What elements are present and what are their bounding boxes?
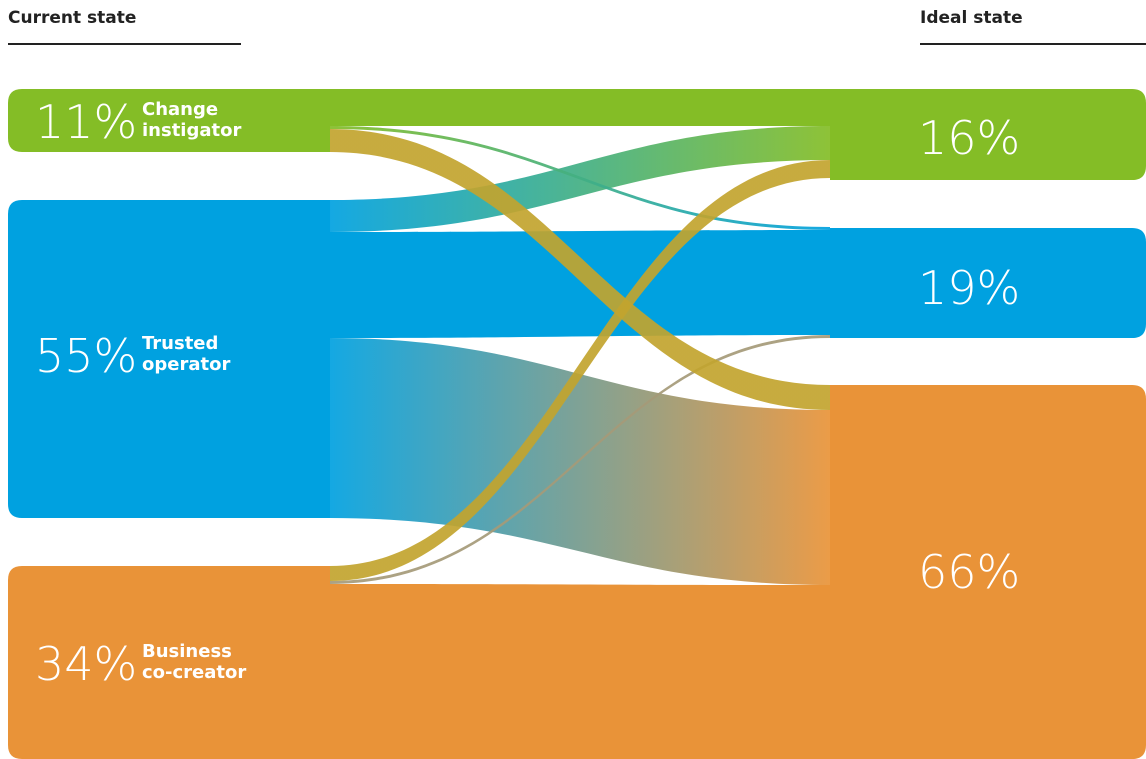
left-label-trusted-line1: Trusted	[142, 333, 218, 354]
left-pct-business: 34%	[35, 637, 137, 691]
current-state-header: Current state	[8, 8, 137, 28]
right-pct-business: 66%	[918, 545, 1020, 599]
left-label-business-line1: Business	[142, 641, 232, 662]
ideal-state-header: Ideal state	[920, 8, 1023, 28]
left-pct-change: 11%	[35, 95, 137, 149]
left-node-trusted	[8, 200, 330, 518]
right-node-change	[830, 89, 1146, 180]
left-node-business	[8, 566, 330, 759]
left-node-change	[8, 89, 330, 152]
flow-trusted-to-trusted	[330, 230, 830, 338]
left-label-change-line2: instigator	[142, 120, 241, 141]
flow-business-to-trusted	[330, 335, 830, 584]
flow-business-to-change	[330, 160, 830, 581]
flow-change-to-trusted	[330, 126, 830, 230]
flow-change-to-change	[330, 89, 830, 126]
node-layer	[8, 89, 1146, 759]
left-label-business-line2: co-creator	[142, 662, 246, 683]
current-state-rule	[8, 43, 241, 45]
right-pct-change: 16%	[918, 111, 1020, 165]
flow-layer	[330, 89, 830, 759]
right-node-business	[830, 385, 1146, 759]
flow-business-to-business	[330, 584, 830, 759]
left-pct-trusted: 55%	[35, 329, 137, 383]
flow-change-to-business	[330, 129, 830, 410]
right-node-trusted	[830, 228, 1146, 338]
right-pct-trusted: 19%	[918, 261, 1020, 315]
left-label-change-line1: Change	[142, 99, 218, 120]
left-label-trusted-line2: operator	[142, 354, 230, 375]
ideal-state-rule	[920, 43, 1146, 45]
